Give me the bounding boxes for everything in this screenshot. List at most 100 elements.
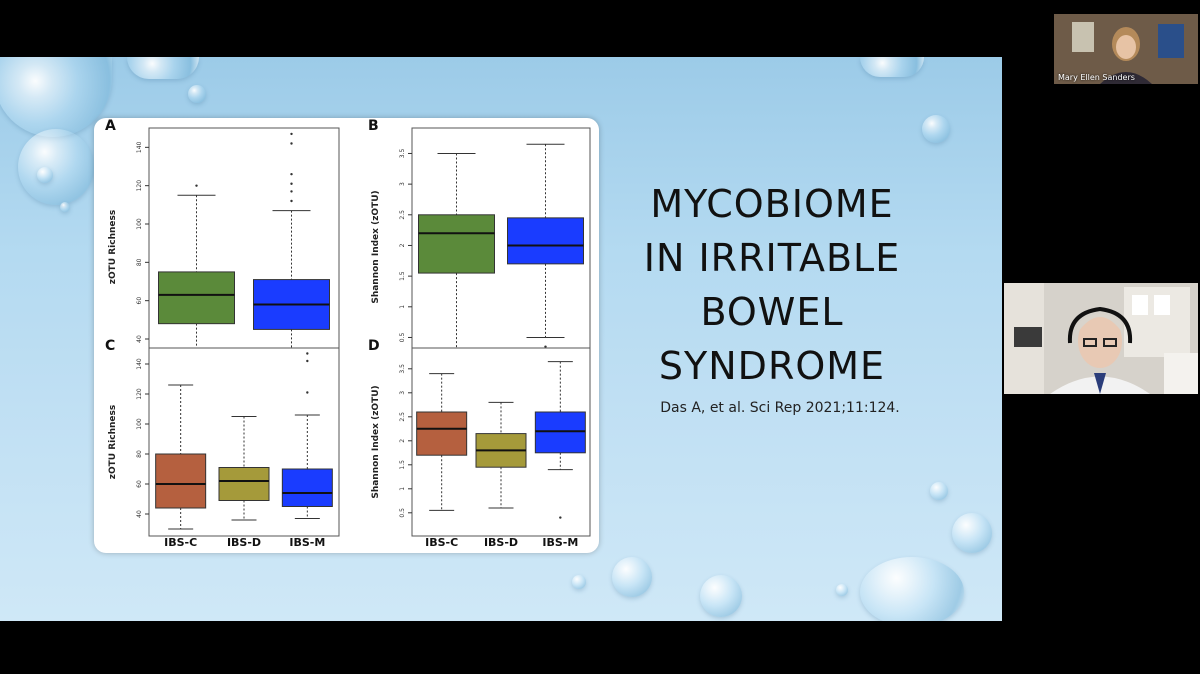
outlier-point (306, 359, 309, 363)
panel-label: B (368, 118, 379, 134)
water-drop-decoration (922, 115, 950, 143)
water-drop-decoration (612, 557, 652, 597)
y-axis-label: zOTU Richness (108, 210, 118, 284)
y-axis-label: Shannon Index (zOTU) (371, 190, 381, 303)
outlier-point (195, 184, 198, 187)
outlier-point (290, 190, 293, 193)
y-tick-label: 1.5 (399, 271, 406, 281)
x-category-label: IBS-C (425, 536, 458, 549)
x-category-label: IBS-M (289, 536, 325, 549)
water-drop-decoration (860, 557, 964, 621)
water-drop-decoration (930, 482, 948, 500)
box (155, 384, 207, 530)
plot-frame (148, 127, 340, 367)
outlier-point (290, 132, 293, 136)
y-tick-label: 2 (399, 243, 406, 247)
panel-label: D (368, 338, 380, 354)
y-tick-label: 100 (136, 418, 143, 430)
box-iqr (534, 411, 586, 454)
y-tick-label: 2.5 (399, 210, 406, 220)
participant-video-tile[interactable]: Mary Ellen Sanders (1054, 14, 1198, 84)
y-tick-label: 140 (136, 141, 143, 153)
water-drop-decoration (700, 575, 742, 617)
box-iqr (155, 453, 207, 509)
outlier-point (544, 345, 547, 348)
y-axis-label: Shannon Index (zOTU) (371, 385, 381, 498)
box (507, 143, 584, 348)
water-drop-decoration (18, 129, 94, 205)
outlier-point (290, 199, 293, 203)
box-iqr (281, 468, 333, 507)
box (158, 184, 235, 359)
slide-title-line: IN IRRITABLE (643, 236, 901, 280)
boxplot-panel: 0.5 1 1.5 2 2.5 3 3.5 Shannon Index (zOTU) D IBS-… (368, 338, 591, 549)
participant-video-feed (1054, 14, 1198, 84)
outlier-point (290, 172, 293, 176)
box (416, 373, 468, 511)
box-iqr (218, 467, 270, 501)
y-tick-label: 3 (399, 391, 406, 395)
y-tick-label: 0.5 (399, 508, 406, 518)
slide-title-line: SYNDROME (658, 344, 886, 388)
boxplot-panel: 40 60 80 100 120 140 zOTU Richness C IBS-C IBS-D I… (105, 338, 340, 549)
water-drop-decoration (188, 85, 206, 103)
x-category-label: IBS-D (227, 536, 261, 549)
outlier-point (306, 391, 309, 394)
water-drop-decoration (37, 167, 53, 183)
x-category-label: IBS-C (164, 536, 197, 549)
y-tick-label: 140 (136, 358, 143, 370)
y-tick-label: 0.5 (399, 333, 406, 343)
participant-video-tile[interactable] (1004, 283, 1198, 394)
box-iqr (158, 271, 235, 325)
y-tick-label: 100 (136, 218, 143, 230)
box (534, 361, 586, 519)
box-iqr (416, 411, 468, 456)
panel-label: C (105, 338, 115, 354)
y-tick-label: 40 (136, 335, 143, 343)
water-drop-decoration (836, 584, 848, 596)
water-drop-decoration (127, 57, 199, 79)
box-iqr (418, 214, 495, 274)
outlier-point (306, 352, 309, 355)
box (218, 416, 270, 521)
y-tick-label: 120 (136, 180, 143, 192)
slide-title-line: BOWEL (700, 290, 844, 334)
outlier-point (290, 182, 293, 185)
y-tick-label: 3.5 (399, 364, 406, 374)
y-tick-label: 80 (136, 258, 143, 266)
box (418, 152, 495, 351)
citation-text: Das A, et al. Sci Rep 2021;11:124. (660, 400, 900, 416)
slide-title: MYCOBIOME IN IRRITABLE BOWEL SYNDROME (612, 177, 932, 393)
y-tick-label: 3.5 (399, 149, 406, 159)
y-tick-label: 1.5 (399, 460, 406, 470)
y-tick-label: 120 (136, 388, 143, 400)
y-tick-label: 1 (399, 487, 406, 491)
y-tick-label: 1 (399, 305, 406, 309)
y-tick-label: 80 (136, 450, 143, 458)
slide-title-line: MYCOBIOME (650, 182, 894, 226)
y-tick-label: 3 (399, 182, 406, 186)
x-category-label: IBS-D (484, 536, 518, 549)
water-drop-decoration (60, 202, 70, 212)
water-drop-decoration (860, 57, 924, 77)
box (475, 401, 527, 509)
y-tick-label: 60 (136, 297, 143, 305)
y-tick-label: 2.5 (399, 412, 406, 422)
outlier-point (290, 142, 293, 145)
box (281, 352, 333, 519)
y-axis-label: zOTU Richness (108, 405, 118, 479)
y-tick-label: 60 (136, 480, 143, 488)
participant-video-feed (1004, 283, 1198, 394)
participant-name: Mary Ellen Sanders (1058, 73, 1135, 82)
panel-label: A (105, 118, 116, 134)
box-iqr (507, 217, 584, 265)
y-tick-label: 2 (399, 439, 406, 443)
water-drop-decoration (952, 513, 992, 553)
water-drop-decoration (572, 575, 586, 589)
outlier-point (559, 516, 562, 519)
